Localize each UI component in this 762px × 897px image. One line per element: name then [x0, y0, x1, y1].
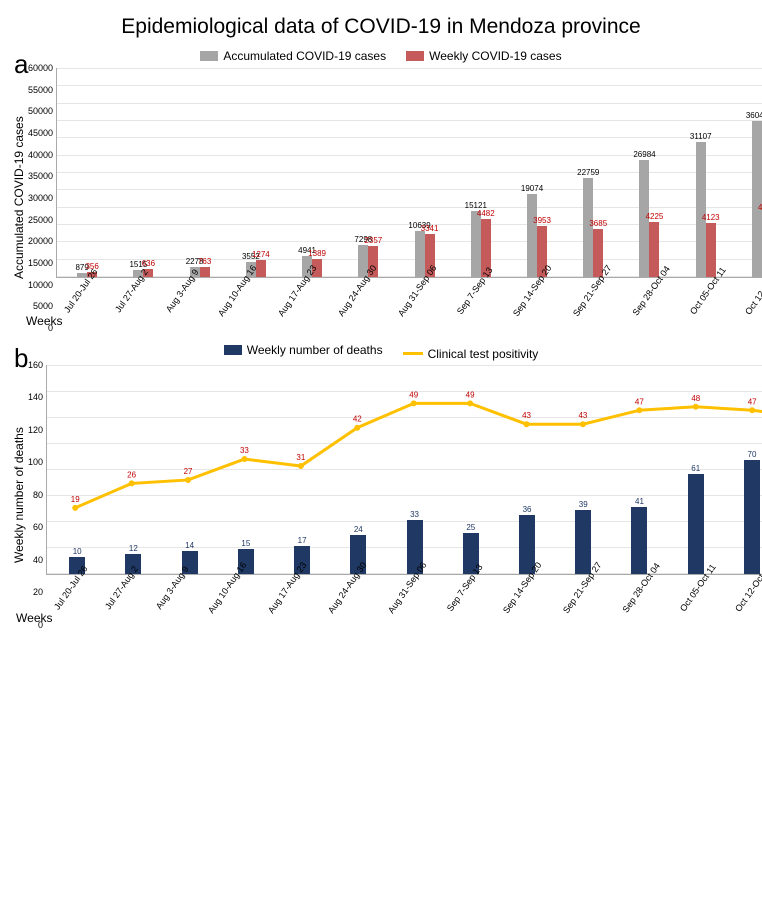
positivity-value-label: 49 [409, 390, 418, 399]
y-axis-left-label-b: Weekly number of deaths [10, 365, 28, 625]
bar-group: 49411389 [284, 68, 340, 277]
bar-group: 1515636 [115, 68, 171, 277]
positivity-value-label: 19 [71, 494, 80, 503]
legend-item: Weekly number of deaths [224, 343, 383, 357]
positivity-value-label: 48 [691, 393, 700, 402]
legend-a: Accumulated COVID-19 cases Weekly COVID-1… [10, 49, 752, 64]
positivity-value-label: 42 [353, 414, 362, 423]
bar-group: 72982357 [340, 68, 396, 277]
positivity-value-label: 43 [522, 411, 531, 420]
positivity-value-label: 43 [579, 411, 588, 420]
positivity-point [467, 400, 473, 406]
positivity-point [72, 504, 78, 510]
positivity-value-label: 31 [296, 453, 305, 462]
positivity-value-label: 27 [184, 466, 193, 475]
legend-item: Clinical test positivity [403, 347, 539, 361]
y-ticks-left-a: 0500010000150002000025000300003500040000… [28, 68, 56, 328]
legend-item: Accumulated COVID-19 cases [200, 49, 386, 63]
positivity-point [524, 421, 530, 427]
positivity-point [636, 407, 642, 413]
bar-group: 879356 [59, 68, 115, 277]
main-title: Epidemiological data of COVID-19 in Mend… [10, 15, 752, 39]
positivity-point [241, 456, 247, 462]
positivity-point [580, 421, 586, 427]
positivity-point [693, 403, 699, 409]
plot-area-b: 1012141517243325363941617015314790113112… [46, 365, 762, 575]
accumulated-bar: 36045 [752, 121, 762, 277]
positivity-value-label: 47 [748, 397, 757, 406]
x-ticks-a: Jul 20-Jul 26Jul 27-Aug 2Aug 3-Aug 9Aug … [56, 278, 762, 318]
accumulated-bar: 31107 [696, 142, 706, 277]
positivity-line [75, 403, 762, 528]
weekly-bar: 4123 [706, 223, 716, 277]
bar-group: 106393341 [396, 68, 452, 277]
bar-group: 227593685 [565, 68, 621, 277]
accumulated-bar: 10639 [415, 231, 425, 277]
positivity-value-label: 47 [635, 397, 644, 406]
bar-group: 311074123 [678, 68, 734, 277]
y-ticks-left-b: 020406080100120140160 [28, 365, 46, 625]
panel-b: b Weekly number of deathsClinical test p… [10, 343, 752, 625]
legend-item: Weekly COVID-19 cases [406, 49, 562, 63]
positivity-value-label: 49 [466, 390, 475, 399]
bar-group: 2278763 [172, 68, 228, 277]
bar-group: 360454938 [734, 68, 762, 277]
positivity-point [354, 424, 360, 430]
bar-group: 269844225 [621, 68, 677, 277]
positivity-value-label: 26 [127, 470, 136, 479]
positivity-point [185, 476, 191, 482]
positivity-point [411, 400, 417, 406]
bar-group: 151214482 [453, 68, 509, 277]
accumulated-bar: 19074 [527, 194, 537, 277]
positivity-point [129, 480, 135, 486]
bar-group: 190743953 [509, 68, 565, 277]
plot-area-a: 8793561515636227876335521274494113897298… [56, 68, 762, 278]
y-axis-left-label-a: Accumulated COVID-19 cases [10, 68, 28, 328]
bar-group: 35521274 [228, 68, 284, 277]
positivity-point [749, 407, 755, 413]
legend-b: Weekly number of deaths Clinical test pos… [10, 343, 752, 361]
positivity-point [298, 463, 304, 469]
positivity-value-label: 33 [240, 446, 249, 455]
accumulated-bar: 15121 [471, 211, 481, 277]
weekly-bar: 4225 [649, 222, 659, 277]
x-ticks-b: Jul 20-Jul 26Jul 27-Aug 2Aug 3-Aug 9Aug … [46, 575, 762, 615]
panel-a: a Accumulated COVID-19 casesWeekly COVID… [10, 49, 752, 328]
